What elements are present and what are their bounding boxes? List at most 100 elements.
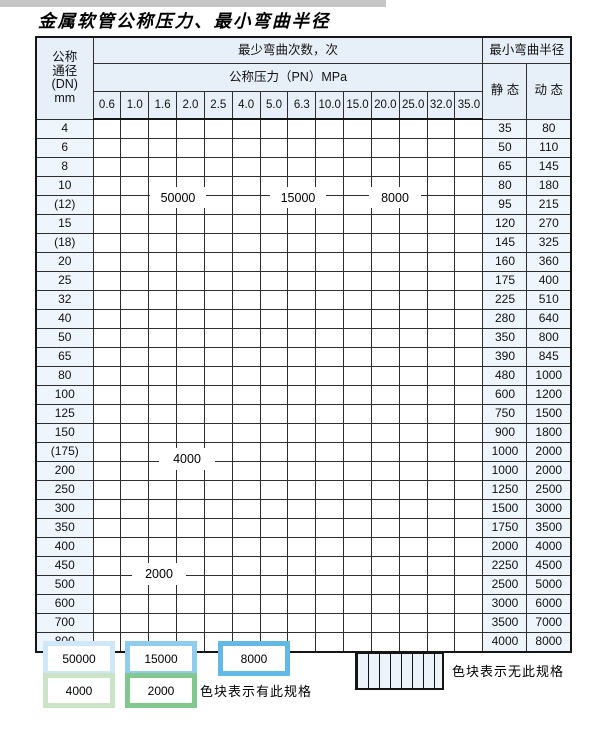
dn-header-line4: mm (54, 91, 76, 105)
spec-cell (176, 366, 205, 386)
spec-cell (454, 556, 484, 576)
spec-cell (370, 632, 400, 653)
spec-cell (92, 309, 122, 329)
spec-cell (343, 328, 372, 348)
dn-header-cell: 公称 通径 (DN) mm (35, 36, 94, 120)
dynamic-value-cell: 3000 (526, 499, 572, 519)
table-row: 80 480 1000 (35, 366, 572, 386)
spec-cell (287, 575, 317, 595)
spec-cell (426, 613, 456, 633)
dynamic-value-cell: 4500 (526, 556, 572, 576)
table-row: 450 2250 4500 (35, 556, 572, 576)
spec-cell (120, 404, 150, 424)
spec-cell (92, 461, 122, 481)
dn-cell: 6 (35, 138, 94, 158)
overlay-label-2000: 2000 (132, 563, 186, 585)
spec-table: 公称 通径 (DN) mm 最少弯曲次数，次 最小弯曲半径 公称压力（PN）MP… (35, 36, 572, 653)
dynamic-value-cell: 800 (526, 328, 572, 348)
table-row: 32 225 510 (35, 290, 572, 310)
spec-cell (148, 309, 178, 329)
spec-cell (315, 309, 345, 329)
static-value-cell: 80 (482, 176, 528, 196)
spec-cell (120, 195, 150, 215)
spec-cell (148, 347, 178, 367)
spec-cell (426, 442, 456, 462)
spec-cell (203, 252, 233, 272)
spec-cell (231, 518, 261, 538)
spec-cell (92, 328, 122, 348)
spec-cell (398, 499, 428, 519)
static-value-cell: 600 (482, 385, 528, 405)
spec-cell (287, 613, 317, 633)
spec-cell (370, 461, 400, 481)
static-value-cell: 3500 (482, 613, 528, 633)
table-row: 6 50 110 (35, 138, 572, 158)
table-row: (175) 1000 2000 (35, 442, 572, 462)
spec-cell (176, 328, 205, 348)
spec-cell (231, 214, 261, 234)
spec-cell (231, 176, 261, 196)
spec-cell (92, 233, 122, 253)
spec-cell (370, 480, 400, 500)
table-row: 40 280 640 (35, 309, 572, 329)
dynamic-value-cell: 1500 (526, 404, 572, 424)
spec-cell (454, 118, 484, 139)
spec-cell (343, 271, 372, 291)
spec-cell (315, 404, 345, 424)
dn-header-line2: 通径 (52, 63, 78, 78)
spec-cell (343, 423, 372, 443)
spec-cell (287, 423, 317, 443)
spec-cell (398, 556, 428, 576)
spec-cell (231, 138, 261, 158)
static-value-cell: 1250 (482, 480, 528, 500)
spec-cell (398, 461, 428, 481)
spec-cell (120, 347, 150, 367)
spec-cell (259, 499, 289, 519)
dn-cell: 400 (35, 537, 94, 557)
spec-cell (176, 404, 205, 424)
spec-cell (370, 309, 400, 329)
spec-cell (259, 138, 289, 158)
spec-cell (398, 404, 428, 424)
spec-cell (231, 480, 261, 500)
spec-cell (426, 176, 456, 196)
spec-cell (343, 309, 372, 329)
spec-cell (426, 480, 456, 500)
spec-cell (148, 138, 178, 158)
spec-cell (287, 290, 317, 310)
spec-cell (259, 537, 289, 557)
spec-cell (454, 632, 484, 653)
dynamic-value-cell: 180 (526, 176, 572, 196)
dn-cell: (12) (35, 195, 94, 215)
spec-cell (398, 632, 428, 653)
pressure-tick: 20.0 (370, 91, 400, 120)
static-value-cell: 1000 (482, 442, 528, 462)
dn-cell: 300 (35, 499, 94, 519)
spec-cell (231, 195, 261, 215)
spec-cell (120, 157, 150, 177)
spec-cell (92, 499, 122, 519)
spec-cell (92, 537, 122, 557)
spec-cell (120, 252, 150, 272)
legend-swatch-15000: 15000 (125, 641, 197, 676)
spec-cell (203, 233, 233, 253)
spec-cell (231, 556, 261, 576)
spec-cell (370, 157, 400, 177)
spec-cell (398, 575, 428, 595)
dn-cell: 10 (35, 176, 94, 196)
pressure-tick: 32.0 (426, 91, 456, 120)
spec-cell (148, 480, 178, 500)
spec-cell (176, 233, 205, 253)
spec-cell (370, 423, 400, 443)
spec-cell (92, 252, 122, 272)
spec-cell (231, 404, 261, 424)
dn-cell: 600 (35, 594, 94, 614)
spec-cell (426, 271, 456, 291)
static-value-cell: 350 (482, 328, 528, 348)
spec-cell (343, 214, 372, 234)
spec-cell (370, 328, 400, 348)
spec-cell (203, 290, 233, 310)
spec-cell (426, 556, 456, 576)
spec-cell (176, 214, 205, 234)
